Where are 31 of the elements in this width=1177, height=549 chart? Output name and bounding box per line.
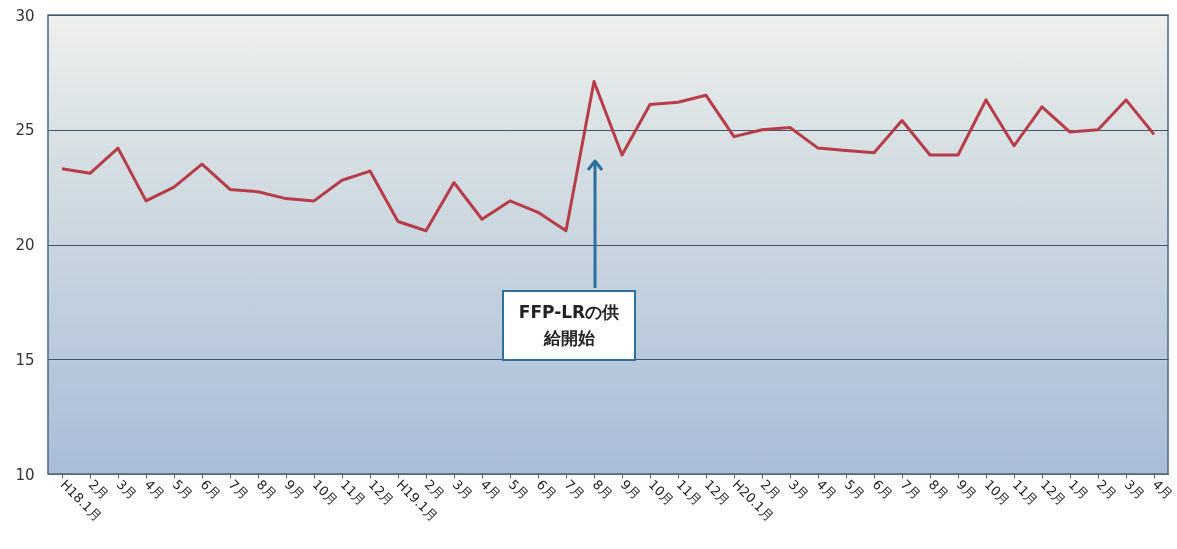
annotation: FFP-LRの供給開始 [502, 290, 636, 361]
x-tick-label: 7月 [225, 476, 252, 503]
y-tick-label: 20 [15, 236, 35, 254]
x-tick-label: 6月 [197, 476, 224, 503]
x-tick-label: 5月 [169, 476, 196, 503]
y-tick-label: 15 [15, 350, 35, 369]
line-series [60, 80, 1156, 233]
x-tick-label: 8月 [589, 476, 616, 503]
x-tick-label: 9月 [617, 476, 644, 503]
x-tick-label: 8月 [253, 476, 280, 503]
x-tick-label: 7月 [897, 476, 924, 503]
x-tick-label: 4月 [1149, 476, 1176, 503]
x-tick-label: 3月 [113, 476, 140, 503]
x-tick-label: 2月 [1093, 476, 1120, 503]
x-tick-label: 9月 [953, 476, 980, 503]
x-tick-label: 4月 [477, 476, 504, 503]
x-tick-label: 6月 [533, 476, 560, 503]
x-tick-label: 5月 [841, 476, 868, 503]
x-tick-label: 3月 [785, 476, 812, 503]
x-tick-label: 9月 [281, 476, 308, 503]
x-tick-label: 4月 [141, 476, 168, 503]
x-tick-label: 3月 [1121, 476, 1148, 503]
x-tick-label: 3月 [449, 476, 476, 503]
x-tick-label: 8月 [925, 476, 952, 503]
x-tick-label: 4月 [813, 476, 840, 503]
y-tick-label: 10 [15, 465, 35, 484]
x-tick-label: 5月 [505, 476, 532, 503]
y-tick-label: 25 [15, 121, 35, 140]
y-tick-label: 30 [15, 6, 35, 25]
x-tick-label: 7月 [561, 476, 588, 503]
x-tick-label: 6月 [869, 476, 896, 503]
